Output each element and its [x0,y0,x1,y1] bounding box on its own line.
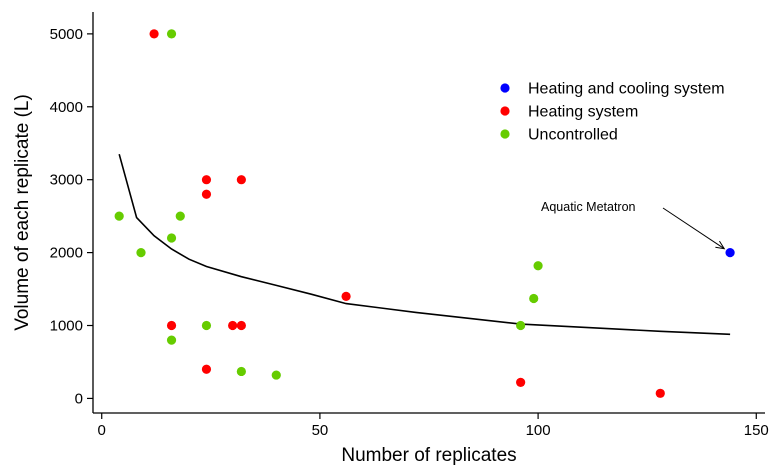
annotation-label: Aquatic Metatron [541,200,636,214]
point-uncontrolled [136,248,146,258]
x-tick-label: 150 [744,422,769,439]
point-heating-system [516,377,526,387]
point-heating-system [341,291,351,301]
point-uncontrolled [201,320,212,331]
legend-label-uncontrolled: Uncontrolled [528,127,618,144]
point-uncontrolled [166,335,177,345]
point-uncontrolled [236,366,246,377]
point-heating-system [236,175,246,185]
axes: 0 50 100 150 0 1000 2000 3000 4000 5000 [50,12,769,439]
annotation-layer: Aquatic Metatron [541,200,726,250]
x-tick-label: 100 [526,422,551,439]
point-uncontrolled [533,261,543,271]
point-heating-system [166,320,177,331]
point-uncontrolled [166,233,177,243]
point-uncontrolled [166,29,177,39]
y-axis-title: Volume of each replicate (L) [12,94,33,331]
annotation-arrowhead [715,240,726,250]
annotation-arrow-line [662,207,725,250]
point-uncontrolled [516,320,526,331]
y-tick-label: 2000 [50,245,83,262]
point-heating-system [201,364,212,374]
legend-key-heating-system [500,106,510,116]
point-uncontrolled [271,370,281,380]
point-heating-system [201,175,212,185]
point-heating-system [149,29,159,39]
y-tick-label: 3000 [50,172,83,189]
point-heating-system [201,189,212,199]
point-uncontrolled [529,293,539,304]
point-uncontrolled [114,211,124,221]
legend: Heating and cooling system Heating system… [500,81,725,144]
y-tick-label: 4000 [50,99,83,116]
point-uncontrolled [175,211,185,221]
trend-curve-layer [118,153,731,336]
legend-label-heating-system: Heating system [528,104,638,121]
trend-curve [118,153,731,336]
y-tick-label: 0 [75,390,83,407]
point-heating-system [236,320,246,331]
x-tick-label: 50 [312,422,329,439]
point-heating-system [228,320,238,331]
legend-label-heating-and-cooling-system: Heating and cooling system [528,81,725,98]
points-layer [114,29,735,398]
point-heating-and-cooling-system [725,248,735,258]
x-axis-title: Number of replicates [341,445,516,466]
point-heating-system [655,388,665,398]
x-tick-label: 0 [98,422,106,439]
legend-key-heating-and-cooling-system [500,83,510,93]
y-tick-label: 1000 [50,318,83,335]
legend-key-uncontrolled [500,129,510,139]
y-tick-label: 5000 [50,26,83,43]
